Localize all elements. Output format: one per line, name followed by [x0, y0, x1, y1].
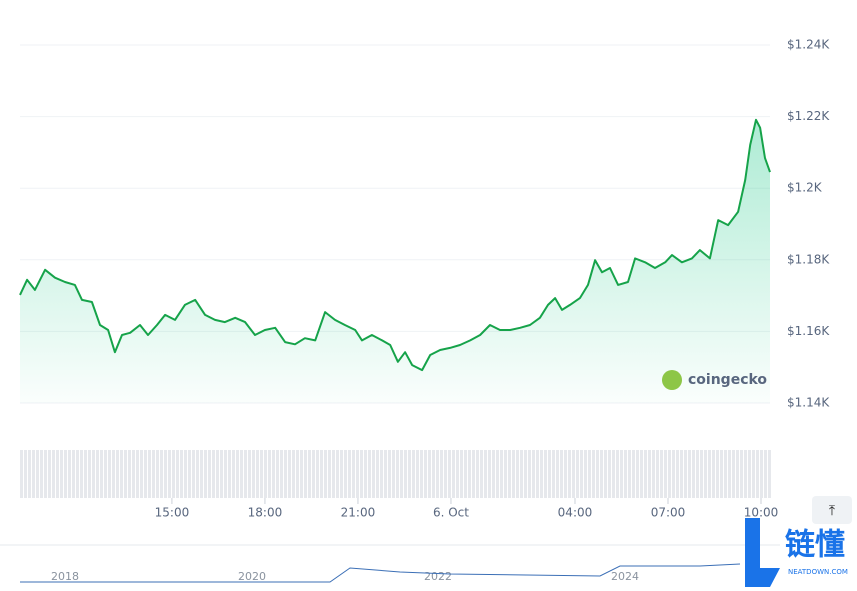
x-tick-label: 07:00	[651, 506, 686, 520]
y-tick-label: $1.16K	[787, 324, 830, 338]
watermark-icon	[662, 370, 682, 390]
watermark: coingecko	[662, 370, 767, 390]
price-line	[19, 118, 771, 372]
y-tick-label: $1.14K	[787, 396, 830, 410]
x-tick-label: 10:00	[744, 506, 779, 520]
y-tick-label: $1.18K	[787, 252, 830, 266]
scroll-top-icon[interactable]: ⤒	[829, 503, 835, 519]
logo: 链懂 NEATDOWN.COM	[745, 518, 848, 587]
navigator-label: 2022	[424, 570, 452, 583]
logo-sub: NEATDOWN.COM	[788, 568, 848, 576]
navigator-label: 2024	[611, 570, 639, 583]
volume-bars	[20, 450, 772, 498]
scroll-top-button[interactable]	[812, 496, 852, 524]
navigator-label: 2020	[238, 570, 266, 583]
x-tick-label: 15:00	[155, 506, 190, 520]
x-tick-label: 21:00	[341, 506, 376, 520]
x-tick-label: 6. Oct	[433, 506, 469, 520]
navigator-label: 2018	[51, 570, 79, 583]
y-tick-label: $1.2K	[787, 181, 823, 195]
x-tick-label: 04:00	[558, 506, 593, 520]
logo-shape	[745, 518, 780, 587]
navigator-line	[20, 563, 741, 583]
x-tick-label: 18:00	[248, 506, 283, 520]
watermark-text: coingecko	[688, 372, 767, 388]
y-tick-label: $1.22K	[787, 109, 830, 123]
logo-main: 链懂	[785, 528, 845, 563]
y-tick-label: $1.24K	[787, 38, 830, 52]
price-area	[20, 119, 770, 404]
